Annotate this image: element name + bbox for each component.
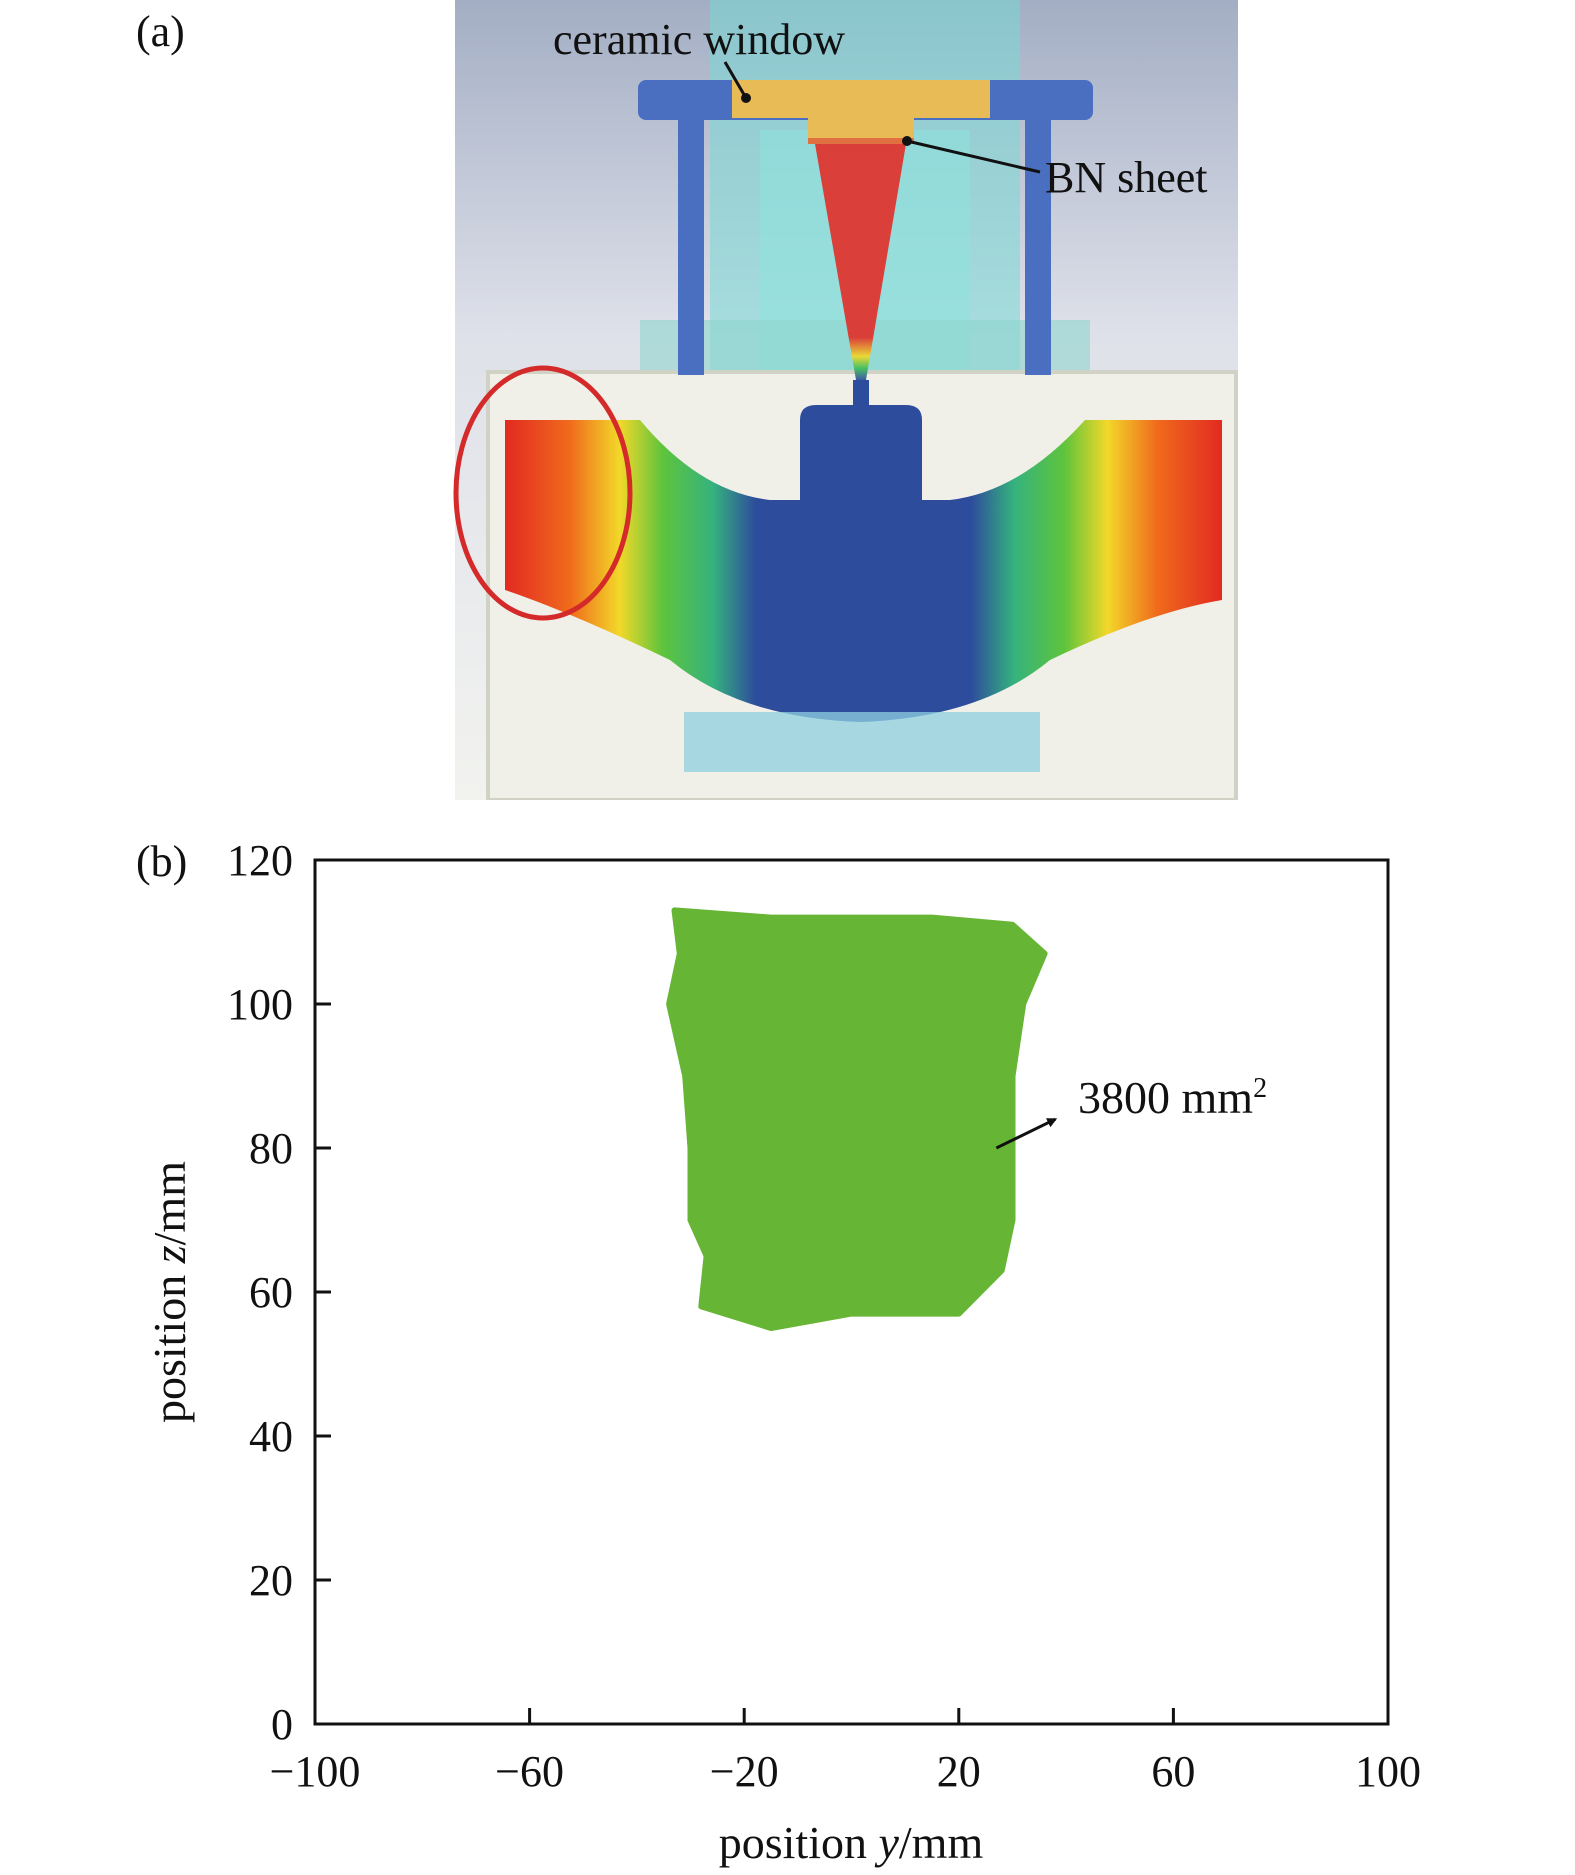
y-tick-label: 80 — [249, 1124, 293, 1173]
x-tick-label: −60 — [495, 1747, 564, 1796]
annotation-superscript: 2 — [1253, 1073, 1267, 1104]
bn-sheet-leader — [906, 139, 1041, 174]
y-axis-title-prefix: position — [144, 1263, 195, 1423]
x-tick-label: 20 — [937, 1747, 981, 1796]
y-axis-title-unit: /mm — [144, 1161, 195, 1246]
y-tick-label: 40 — [249, 1412, 293, 1461]
housing-right-pillar — [1025, 120, 1051, 375]
ceramic-window-dot — [741, 93, 751, 103]
y-axis-ticks: 0 20 40 60 80 100 120 — [227, 836, 331, 1749]
annotation-arrow — [995, 1117, 1058, 1150]
x-axis-ticks: −100 −60 −20 20 60 100 — [270, 1708, 1421, 1796]
y-tick-label: 100 — [227, 980, 293, 1029]
x-axis-title-prefix: position — [719, 1817, 879, 1868]
y-tick-label: 20 — [249, 1556, 293, 1605]
y-axis-title-var: z — [144, 1245, 195, 1264]
x-tick-label: 60 — [1151, 1747, 1195, 1796]
ceramic-window-top — [732, 80, 990, 118]
annotation-value: 3800 mm — [1078, 1072, 1253, 1123]
collector — [800, 405, 922, 500]
simulation-figure — [453, 0, 1238, 800]
bn-sheet-label: BN sheet — [1045, 153, 1208, 202]
annotation-label: 3800 mm2 — [1078, 1072, 1267, 1123]
beam-spread-region — [505, 420, 1222, 722]
ceramic-window-label: ceramic window — [553, 15, 845, 64]
y-tick-label: 0 — [271, 1700, 293, 1749]
x-tick-label: −20 — [710, 1747, 779, 1796]
panel-a-label: (a) — [136, 7, 185, 56]
housing-left-pillar — [678, 120, 704, 375]
y-tick-label: 120 — [227, 836, 293, 885]
x-axis-title: position y/mm — [719, 1817, 984, 1868]
x-tick-label: 100 — [1355, 1747, 1421, 1796]
panel-b-label: (b) — [136, 837, 188, 886]
ceramic-window-leader — [723, 61, 748, 99]
y-axis-title: position z/mm — [144, 1161, 195, 1423]
collector-neck — [853, 380, 869, 408]
beam-footprint — [666, 907, 1048, 1331]
bn-sheet-dot — [902, 136, 912, 146]
x-axis-title-unit: /mm — [899, 1817, 984, 1868]
bn-sheet — [808, 138, 914, 144]
x-axis-title-var: y — [874, 1817, 899, 1868]
bottom-base — [684, 712, 1040, 772]
highlight-circle — [453, 365, 633, 621]
x-tick-label: −100 — [270, 1747, 361, 1796]
y-tick-label: 60 — [249, 1268, 293, 1317]
beam-cone — [815, 144, 906, 380]
ceramic-window-stem — [808, 116, 914, 138]
